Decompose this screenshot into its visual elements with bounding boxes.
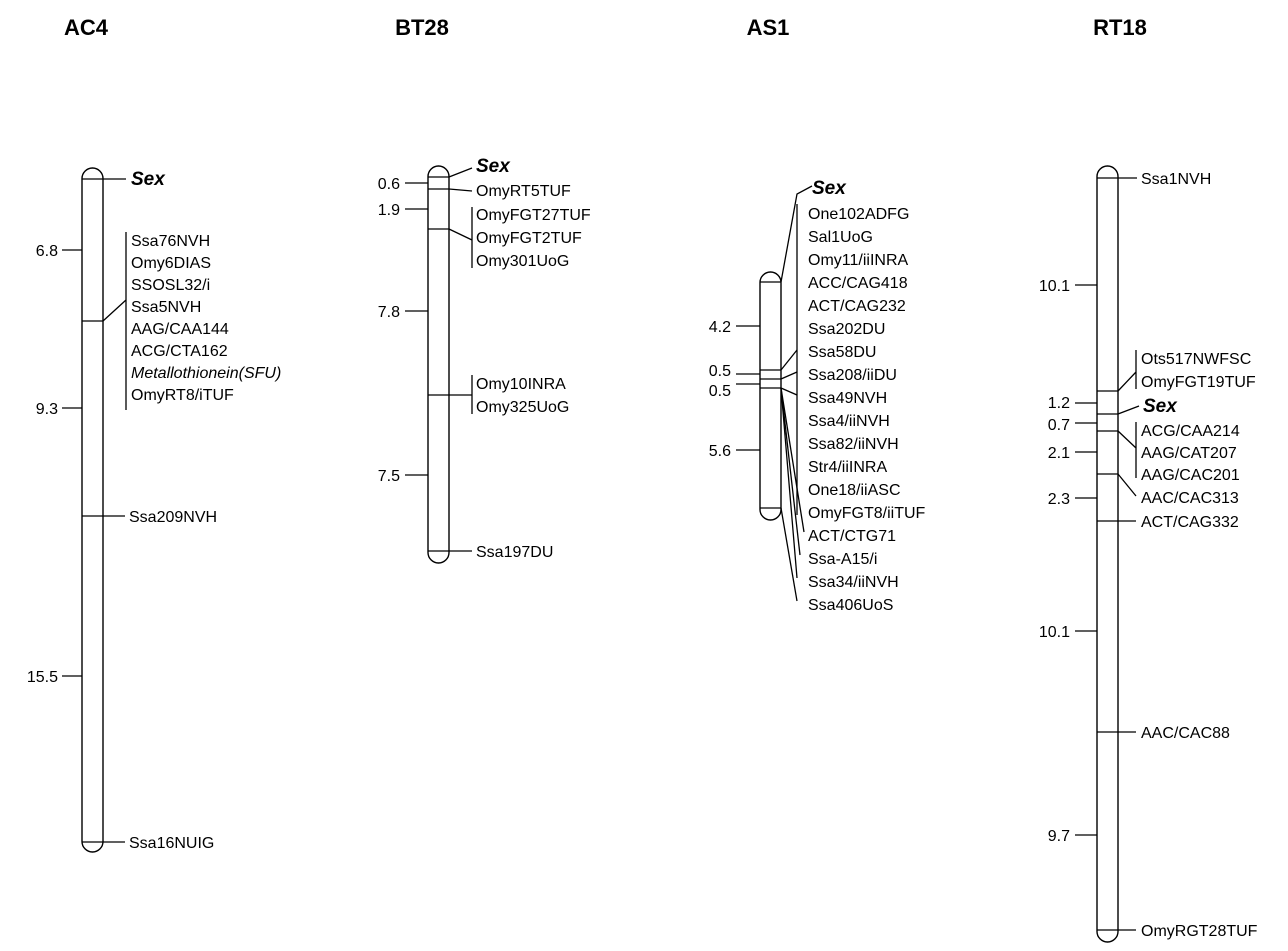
marker-label: Omy325UoG	[476, 399, 569, 416]
interval-label: 0.6	[378, 176, 400, 193]
marker-label: OmyRGT28TUF	[1141, 923, 1258, 940]
marker-label: Ssa5NVH	[131, 299, 201, 316]
marker-bracket	[449, 375, 473, 414]
marker-label: Str4/iiINRA	[808, 459, 887, 476]
chromosome-group-rt18: RT18 10.1 1.2 0.7 2.1 2.3 10.1 9.7 Ssa1N…	[1039, 15, 1258, 943]
marker-label: AAG/CAT207	[1141, 445, 1237, 462]
marker-leader	[448, 188, 473, 192]
marker-label: Ssa34/iiNVH	[808, 574, 899, 591]
marker-label: Ssa1NVH	[1141, 171, 1211, 188]
marker-label: ACT/CTG71	[808, 528, 896, 545]
interval-label: 7.8	[378, 304, 400, 321]
marker-leader	[1117, 473, 1137, 497]
marker-label: AAG/CAC201	[1141, 467, 1240, 484]
marker-label: OmyRT5TUF	[476, 183, 571, 200]
marker-leader	[1117, 405, 1140, 415]
chromosome-title-rt18: RT18	[1093, 15, 1147, 40]
marker-leader	[780, 387, 801, 556]
interval-label: 10.1	[1039, 624, 1070, 641]
chromosome-group-as1: AS1 4.2 0.5 0.5 5.6 Sex One102ADFG Sal1U…	[709, 15, 926, 614]
marker-leader	[780, 507, 798, 602]
chromosome-title-bt28: BT28	[395, 15, 449, 40]
marker-label: ACC/CAG418	[808, 275, 908, 292]
marker-label: Ssa-A15/i	[808, 551, 877, 568]
marker-leader	[780, 371, 798, 380]
chromosome-bar-ac4	[81, 167, 104, 853]
interval-label: 15.5	[27, 669, 58, 686]
marker-bracket	[102, 232, 127, 410]
marker-label: ACT/CAG232	[808, 298, 906, 315]
marker-label: Omy10INRA	[476, 376, 566, 393]
marker-label: Omy301UoG	[476, 253, 569, 270]
interval-label: 10.1	[1039, 278, 1070, 295]
marker-leader	[448, 167, 473, 178]
interval-label: 2.1	[1048, 445, 1070, 462]
marker-label: Omy11/iiINRA	[808, 252, 908, 269]
marker-label: Ssa208/iiDU	[808, 367, 897, 384]
marker-label: Ssa202DU	[808, 321, 885, 338]
marker-sex: Sex	[131, 169, 166, 190]
interval-label: 6.8	[36, 243, 58, 260]
interval-label: 0.5	[709, 383, 731, 400]
interval-label: 9.3	[36, 401, 58, 418]
marker-leader	[780, 185, 813, 283]
marker-sex: Sex	[1143, 396, 1178, 417]
marker-label: Ssa49NVH	[808, 390, 887, 407]
interval-label: 1.2	[1048, 395, 1070, 412]
marker-sex: Sex	[812, 178, 847, 199]
marker-label: OmyFGT27TUF	[476, 207, 591, 224]
marker-sex: Sex	[476, 156, 511, 177]
marker-label: Ots517NWFSC	[1141, 351, 1251, 368]
marker-label: ACG/CTA162	[131, 343, 228, 360]
marker-label: Omy6DIAS	[131, 255, 211, 272]
chromosome-group-ac4: AC4 6.8 9.3 15.5 Sex Ssa76NVH Omy6DIAS S…	[27, 15, 281, 853]
marker-label: Ssa82/iiNVH	[808, 436, 899, 453]
marker-label: ACT/CAG332	[1141, 514, 1239, 531]
interval-label: 0.5	[709, 363, 731, 380]
interval-label: 4.2	[709, 319, 731, 336]
marker-leader	[780, 387, 798, 579]
marker-label: Ssa76NVH	[131, 233, 210, 250]
interval-label: 7.5	[378, 468, 400, 485]
marker-label: Sal1UoG	[808, 229, 873, 246]
chromosome-group-bt28: BT28 0.6 1.9 7.8 7.5 Sex OmyRT5TUF OmyFG…	[378, 15, 591, 564]
marker-label: OmyRT8/iTUF	[131, 387, 234, 404]
chromosome-bar-as1	[759, 271, 782, 521]
marker-label: ACG/CAA214	[1141, 423, 1240, 440]
marker-label: Ssa406UoS	[808, 597, 893, 614]
marker-bracket	[1117, 350, 1137, 392]
marker-label: Ssa197DU	[476, 544, 553, 561]
chromosome-bar-rt18	[1096, 165, 1119, 943]
marker-label: Ssa58DU	[808, 344, 876, 361]
chromosome-bar-bt28	[427, 165, 450, 564]
interval-label: 2.3	[1048, 491, 1070, 508]
marker-label: One18/iiASC	[808, 482, 901, 499]
marker-bracket	[1117, 422, 1137, 478]
interval-label: 0.7	[1048, 417, 1070, 434]
marker-label: AAG/CAA144	[131, 321, 229, 338]
chromosome-title-ac4: AC4	[64, 15, 109, 40]
interval-label: 1.9	[378, 202, 400, 219]
marker-bracket	[448, 207, 473, 268]
marker-label: AAC/CAC313	[1141, 490, 1239, 507]
marker-leader	[780, 387, 805, 533]
marker-label: OmyFGT2TUF	[476, 230, 582, 247]
marker-label: OmyFGT19TUF	[1141, 374, 1256, 391]
marker-label: Ssa209NVH	[129, 509, 217, 526]
marker-leader	[780, 349, 798, 371]
marker-label: SSOSL32/i	[131, 277, 210, 294]
marker-label: Metallothionein(SFU)	[131, 365, 281, 382]
marker-label: Ssa16NUIG	[129, 835, 214, 852]
marker-label: AAC/CAC88	[1141, 725, 1230, 742]
marker-label: Ssa4/iiNVH	[808, 413, 890, 430]
interval-label: 9.7	[1048, 828, 1070, 845]
marker-label: OmyFGT8/iiTUF	[808, 505, 926, 522]
interval-label: 5.6	[709, 443, 731, 460]
marker-leader	[780, 387, 798, 396]
chromosome-title-as1: AS1	[747, 15, 790, 40]
marker-label: One102ADFG	[808, 206, 909, 223]
